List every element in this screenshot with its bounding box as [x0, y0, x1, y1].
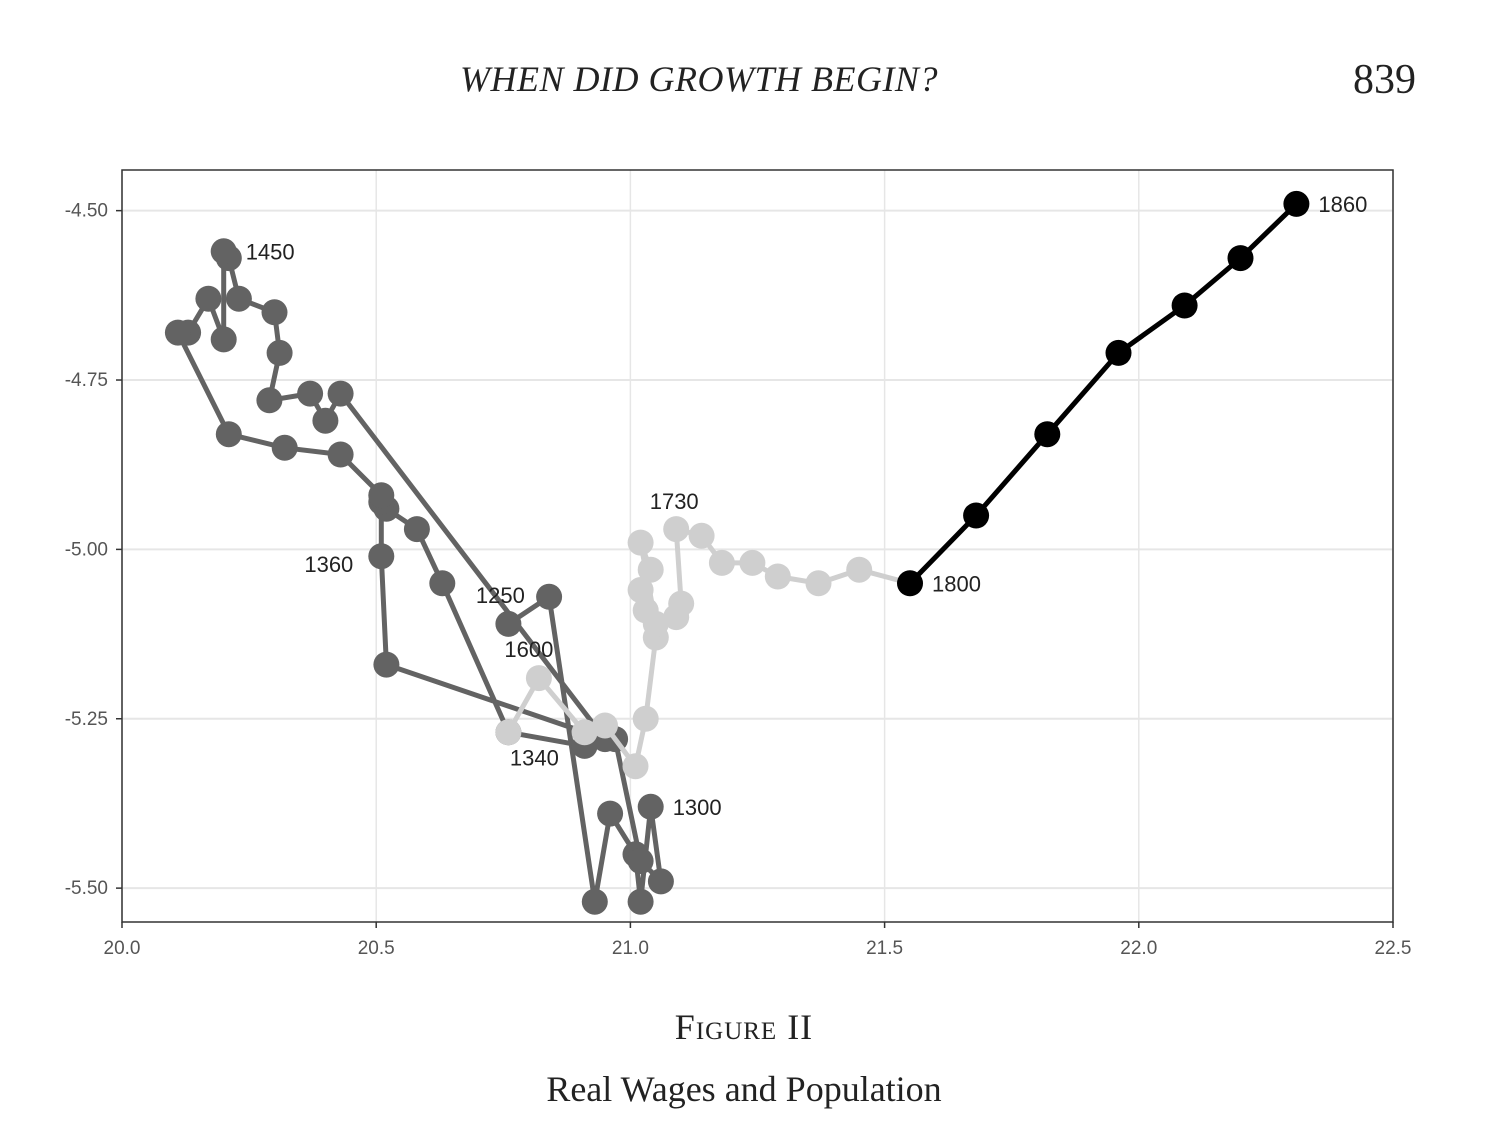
data-point-early: [627, 888, 654, 915]
series-late: [897, 190, 1310, 597]
data-point-early: [312, 407, 339, 434]
data-point-late: [897, 570, 923, 597]
figure-caption: Real Wages and Population: [546, 1069, 942, 1109]
data-point-early: [271, 434, 298, 461]
year-label-1250: 1250: [476, 583, 525, 608]
data-point-late: [1171, 292, 1198, 319]
data-point-early: [266, 339, 293, 366]
data-point-early: [164, 319, 191, 346]
data-point-middle: [663, 516, 690, 543]
year-label-1860: 1860: [1318, 192, 1367, 217]
data-point-early: [495, 610, 522, 637]
year-label-1340: 1340: [510, 745, 559, 770]
data-point-middle: [592, 712, 618, 739]
y-tick-label: -5.50: [65, 878, 108, 899]
x-tick-label: 22.0: [1120, 938, 1157, 959]
year-label-1450: 1450: [246, 239, 295, 264]
data-point-middle: [846, 556, 873, 583]
data-point-middle: [571, 719, 598, 746]
data-point-early: [327, 380, 354, 407]
year-label-1600: 1600: [504, 637, 553, 662]
data-point-early: [327, 441, 354, 468]
data-point-late: [1283, 190, 1310, 217]
data-point-early: [210, 238, 237, 265]
series-line-early: [175, 248, 664, 905]
y-tick-label: -5.00: [65, 539, 108, 560]
data-point-middle: [805, 570, 832, 597]
axis-layer: -4.50 -4.75 -5.00 -5.25 -5.50 20.0 20.5 21.0 21.…: [65, 201, 1412, 959]
data-point-early: [536, 583, 563, 610]
running-title: WHEN DID GROWTH BEGIN?: [460, 59, 938, 99]
year-label-1730: 1730: [650, 489, 699, 514]
year-label-1800: 1800: [932, 571, 981, 596]
data-point-early: [195, 285, 222, 312]
page-number: 839: [1353, 57, 1416, 103]
data-point-early: [297, 380, 324, 407]
y-tick-label: -5.25: [65, 709, 108, 730]
data-point-early: [581, 888, 608, 915]
data-point-early: [597, 800, 624, 827]
x-tick-label: 21.5: [866, 938, 903, 959]
x-tick-label: 20.5: [358, 938, 395, 959]
data-point-middle: [764, 563, 791, 590]
data-point-early: [210, 326, 237, 353]
data-point-early: [215, 421, 242, 448]
grid-layer: [121, 170, 1394, 922]
data-point-early: [225, 285, 252, 312]
y-tick-label: -4.75: [65, 370, 108, 391]
data-point-early: [373, 651, 400, 678]
wage-population-chart: -4.50 -4.75 -5.00 -5.25 -5.50 20.0 20.5 21.0 21.…: [65, 169, 1412, 959]
data-point-middle: [495, 719, 522, 746]
data-point-middle: [627, 529, 654, 556]
data-point-early: [403, 516, 430, 543]
series-early: [164, 238, 674, 915]
data-point-early: [647, 868, 674, 895]
data-point-middle: [688, 522, 715, 549]
data-point-early: [368, 482, 395, 509]
data-point-early: [256, 387, 283, 414]
data-point-middle: [637, 556, 664, 583]
running-head: WHEN DID GROWTH BEGIN? 839: [0, 56, 1488, 106]
figure-label: Figure II: [674, 1007, 814, 1047]
data-point-late: [1105, 339, 1132, 366]
annotation-layer: 1860 1450 1730 1360 1800 1250 1600 1340 1300: [246, 192, 1368, 820]
data-point-middle: [622, 753, 649, 780]
data-point-middle: [642, 610, 669, 637]
data-point-middle: [525, 665, 552, 692]
data-point-early: [429, 570, 456, 597]
data-point-middle: [708, 549, 735, 576]
data-point-late: [1034, 421, 1061, 448]
data-point-middle: [668, 590, 695, 617]
year-label-1300: 1300: [673, 795, 722, 820]
data-point-middle: [632, 705, 659, 732]
x-tick-label: 22.5: [1375, 938, 1412, 959]
data-point-early: [261, 299, 288, 326]
data-point-late: [1227, 245, 1254, 272]
data-point-middle: [627, 577, 654, 603]
year-label-1360: 1360: [304, 552, 353, 577]
x-tick-label: 20.0: [104, 938, 141, 959]
plot-frame: [121, 169, 1394, 923]
data-point-early: [368, 543, 395, 570]
data-point-early: [627, 848, 654, 874]
y-tick-label: -4.50: [65, 201, 108, 222]
data-point-early: [637, 793, 664, 820]
series-layer: [164, 190, 1310, 915]
x-tick-label: 21.0: [612, 938, 649, 959]
data-point-late: [963, 502, 990, 529]
data-point-middle: [739, 549, 766, 576]
